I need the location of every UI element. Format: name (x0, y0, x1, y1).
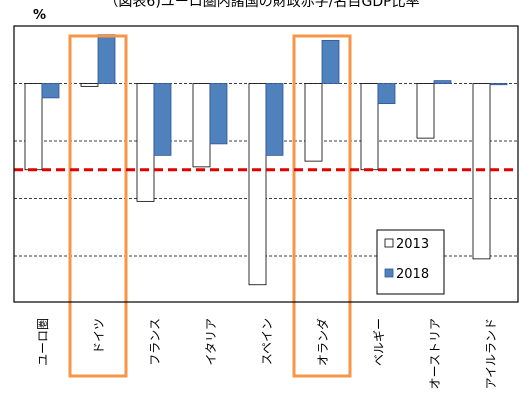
bar-2018-8 (433, 80, 452, 84)
bar-2018-4 (209, 83, 228, 145)
bar-2013-2 (80, 83, 99, 87)
category-label-6: オランダ (315, 318, 330, 366)
bar-2013-1 (24, 83, 43, 171)
category-label-5: スペイン (260, 318, 274, 365)
category-label-3: フランス (148, 318, 162, 366)
category-labels: ユーロ圏 ドイツ フランス イタリア スペイン オランダ ベルギー オーストリア アイルランド (36, 318, 498, 389)
bar-2013-6 (304, 83, 323, 162)
highlight-box-2 (68, 34, 128, 378)
category-label-1: ユーロ圏 (36, 318, 50, 366)
category-label-7: ベルギー (372, 318, 386, 366)
bar-2018-6 (321, 39, 340, 84)
legend-swatch-2013 (384, 238, 394, 248)
legend-label-2013: 2013 (396, 237, 429, 252)
bar-2013-3 (136, 83, 155, 202)
bar-2013-4 (192, 83, 211, 168)
bar-2018-7 (377, 83, 396, 105)
bars (24, 34, 508, 286)
bar-2018-1 (41, 83, 60, 99)
legend-label-2018: 2018 (396, 267, 429, 282)
highlight-boxes (68, 34, 352, 378)
legend-swatch-2018 (384, 268, 394, 278)
bar-2018-5 (265, 83, 284, 156)
bar-2018-9 (489, 83, 508, 86)
bar-2013-5 (248, 83, 267, 286)
category-label-8: オーストリア (428, 318, 442, 389)
category-label-2: ドイツ (92, 318, 106, 354)
bar-2018-2 (97, 34, 116, 84)
highlight-box-6 (292, 34, 352, 378)
category-label-4: イタリア (204, 318, 218, 366)
unit-label: % (33, 8, 47, 23)
bar-2013-8 (416, 83, 435, 139)
plot-area-frame (13, 25, 519, 303)
category-label-9: アイルランド (484, 318, 498, 389)
bar-2013-7 (360, 83, 379, 171)
legend: 2013 2018 (376, 229, 445, 295)
bar-2018-3 (153, 83, 172, 156)
chart-caption: （図表6)ユーロ圏内諸国の財政赤字/名目GDP比率 (104, 0, 420, 10)
